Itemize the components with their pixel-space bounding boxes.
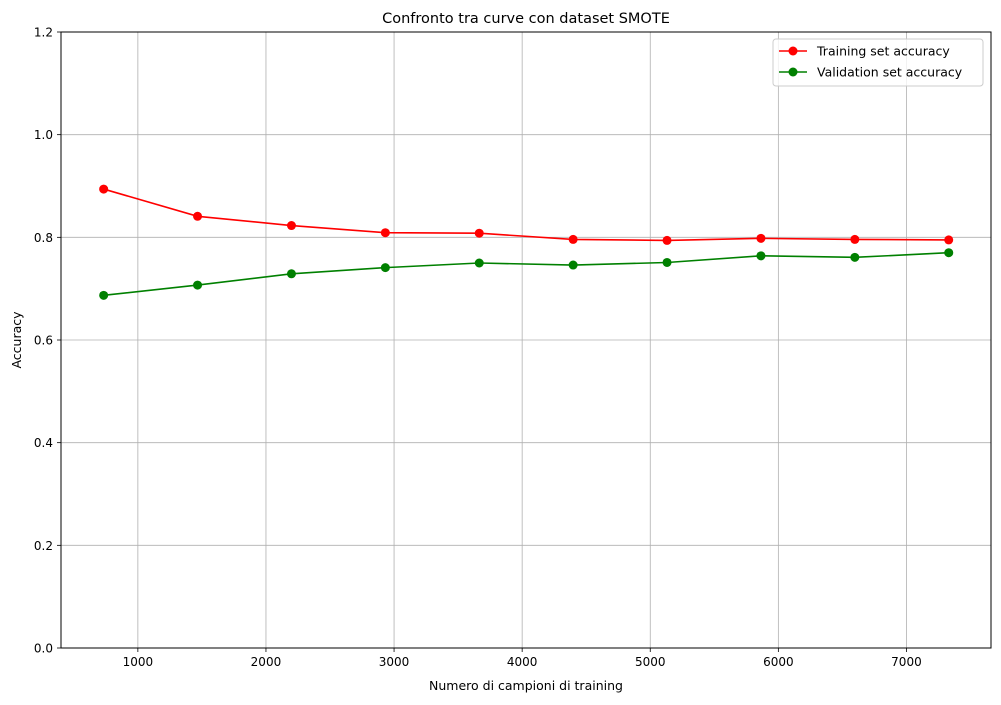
x-tick-label: 5000 <box>635 655 666 669</box>
data-point <box>380 228 390 238</box>
legend-marker <box>788 67 798 77</box>
grid-lines <box>61 31 991 649</box>
legend-label: Training set accuracy <box>816 44 950 59</box>
series-validation <box>99 248 954 300</box>
data-point <box>193 211 203 221</box>
y-tick-label: 1.2 <box>34 26 53 40</box>
data-point <box>286 221 296 231</box>
data-point <box>286 269 296 279</box>
x-axis-label: Numero di campioni di training <box>429 678 623 693</box>
series-line <box>103 188 949 242</box>
y-tick-label: 0.2 <box>34 539 53 553</box>
x-tick-label: 1000 <box>123 655 154 669</box>
legend-box <box>772 38 984 87</box>
data-point <box>662 257 672 267</box>
legend-label: Validation set accuracy <box>817 65 963 80</box>
legend-item: Validation set accuracy <box>779 65 963 80</box>
y-tick-label: 1.0 <box>34 128 53 142</box>
data-point <box>756 251 766 261</box>
series-training <box>99 184 954 245</box>
x-tick-label: 6000 <box>763 655 794 669</box>
axis-ticks: 1000 2000 3000 4000 5000 6000 7000 0.0 0.2 0.4 0.6… <box>34 26 922 670</box>
x-tick-label: 2000 <box>251 655 282 669</box>
y-axis-label: Accuracy <box>9 311 24 369</box>
data-point <box>944 248 954 258</box>
data-point <box>568 234 578 244</box>
y-tick-label: 0.8 <box>34 231 53 245</box>
y-tick-label: 0.0 <box>34 642 53 656</box>
data-point <box>850 252 860 262</box>
legend-marker <box>788 46 798 56</box>
series-line <box>103 251 949 297</box>
x-tick-label: 4000 <box>507 655 538 669</box>
data-point <box>99 184 109 194</box>
data-point <box>850 234 860 244</box>
data-point <box>99 290 109 300</box>
data-point <box>474 258 484 268</box>
series-layer <box>99 184 954 300</box>
x-tick-label: 3000 <box>379 655 410 669</box>
data-point <box>193 280 203 290</box>
data-point <box>474 228 484 238</box>
data-point <box>756 233 766 243</box>
chart-title: Confronto tra curve con dataset SMOTE <box>382 11 670 27</box>
data-point <box>568 260 578 270</box>
data-point <box>944 235 954 245</box>
legend-item: Training set accuracy <box>779 44 950 59</box>
data-point <box>380 263 390 273</box>
x-tick-label: 7000 <box>891 655 922 669</box>
y-tick-label: 0.6 <box>34 334 53 348</box>
y-tick-label: 0.4 <box>34 436 53 450</box>
legend: Training set accuracy Validation set accu… <box>772 38 984 87</box>
data-point <box>662 235 672 245</box>
